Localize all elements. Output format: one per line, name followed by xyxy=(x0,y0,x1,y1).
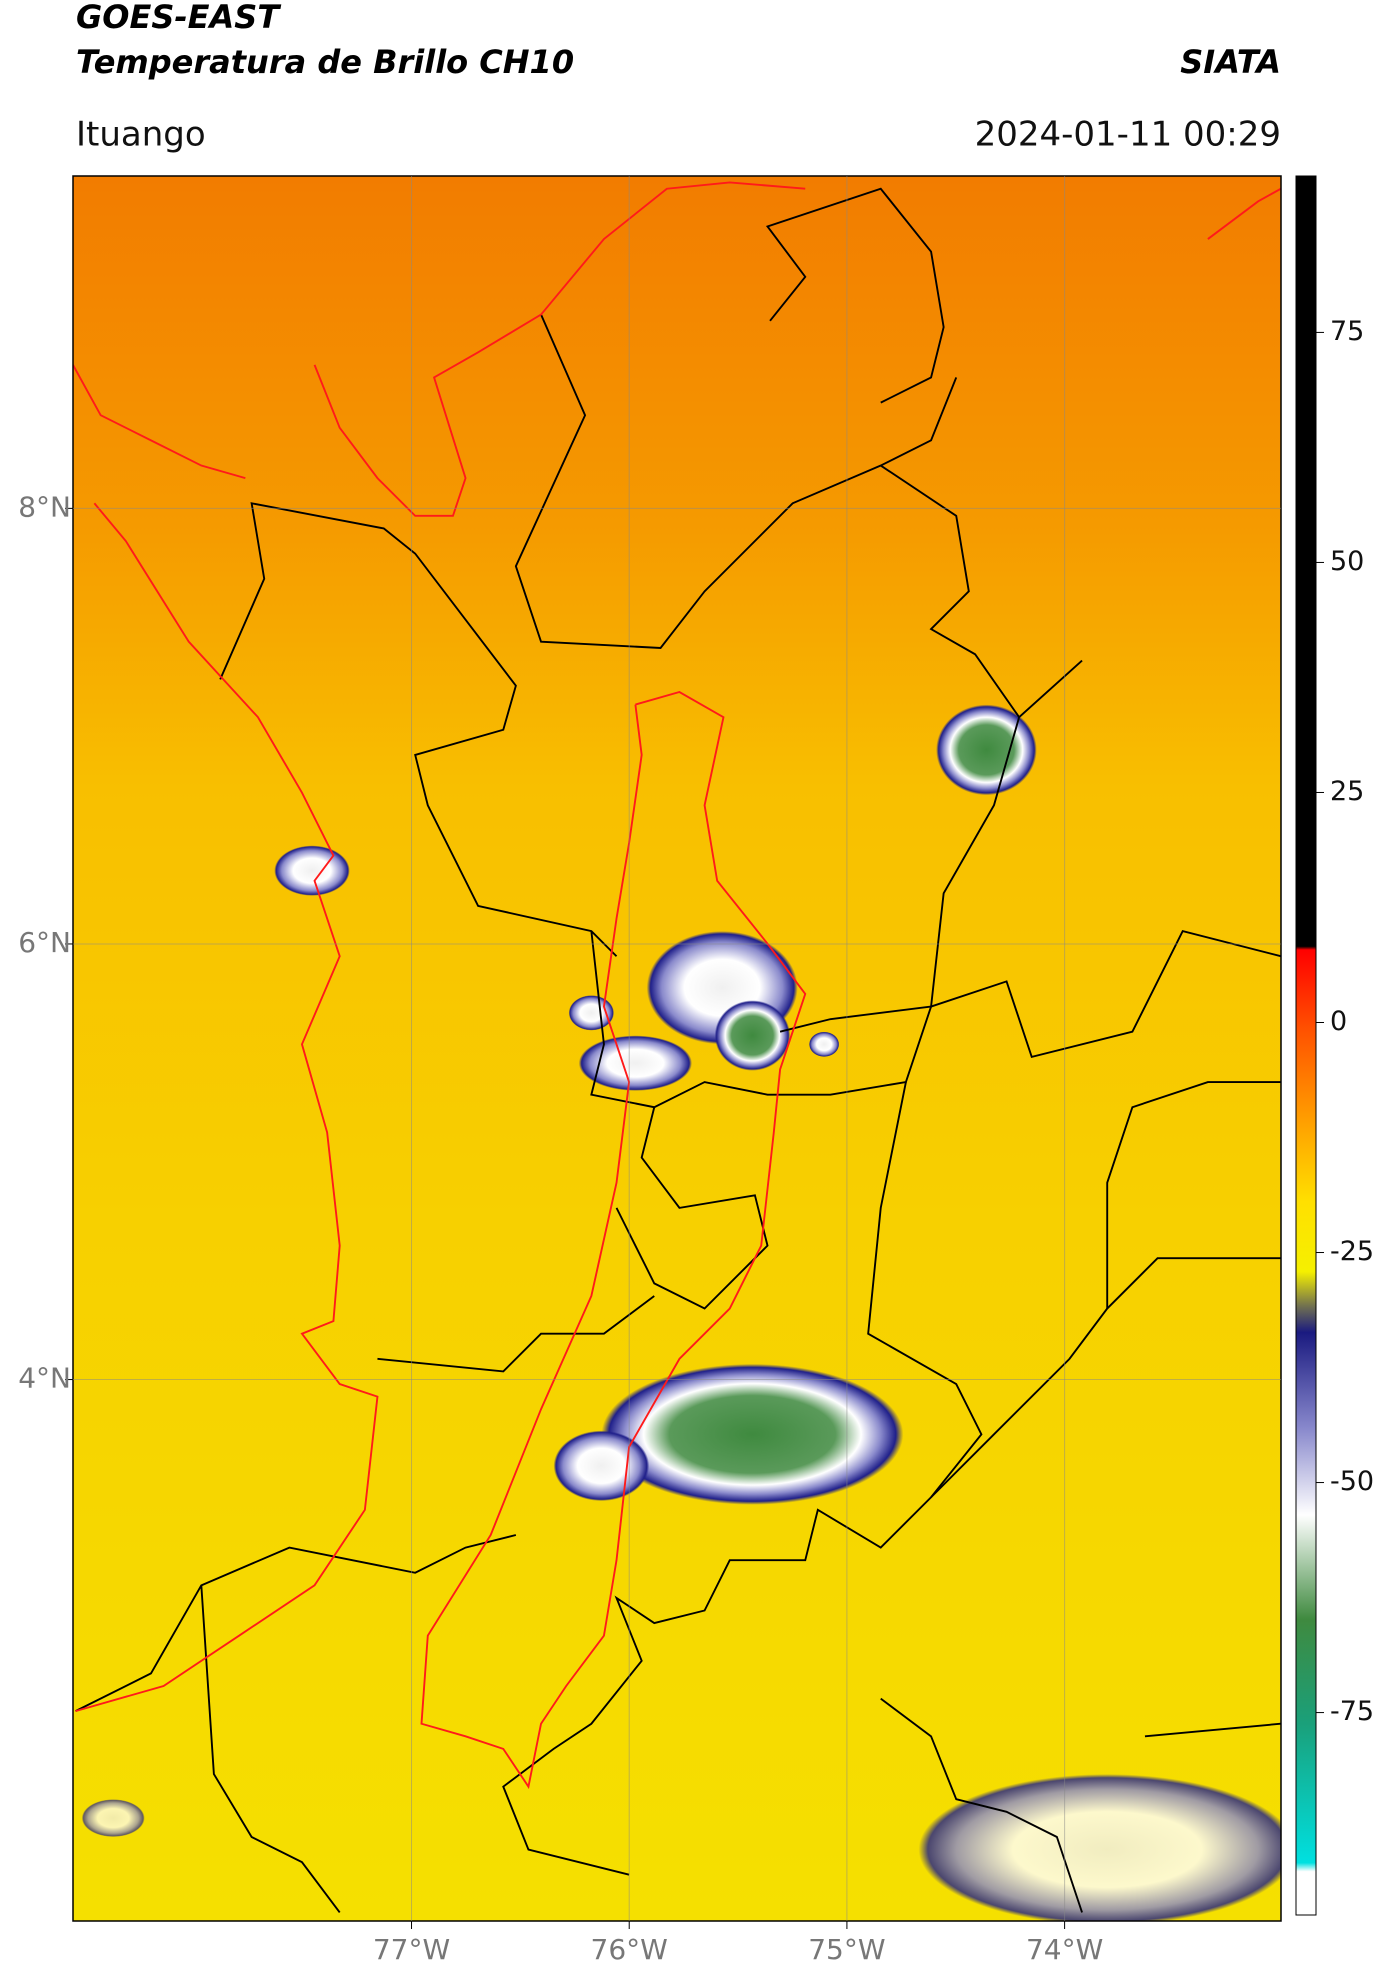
y-tick-label: 4°N xyxy=(18,1362,71,1395)
colorbar-tick-label: -50 xyxy=(1330,1466,1374,1497)
datetime: 2024-01-11 00:29 xyxy=(975,115,1281,155)
x-tick-label: 77°W xyxy=(373,1933,450,1966)
colorbar-tick-label: 25 xyxy=(1330,776,1364,807)
colorbar-tick-label: -25 xyxy=(1330,1236,1374,1267)
y-tick-label: 6°N xyxy=(18,926,71,959)
location: Ituango xyxy=(76,115,206,155)
colorbar-tick-label: -75 xyxy=(1330,1696,1374,1727)
colorbar-tick-label: 75 xyxy=(1330,316,1364,347)
x-tick-label: 74°W xyxy=(1026,1933,1103,1966)
y-tick-label: 8°N xyxy=(18,490,71,523)
x-tick-label: 76°W xyxy=(591,1933,668,1966)
colorbar xyxy=(1295,175,1317,1916)
colorbar-tick-label: 0 xyxy=(1330,1006,1347,1037)
map-image xyxy=(73,176,1281,1921)
map-frame xyxy=(72,175,1282,1922)
x-tick-label: 75°W xyxy=(808,1933,885,1966)
subtitle: Temperatura de Brillo CH10 xyxy=(76,43,574,81)
colorbar-tick-label: 50 xyxy=(1330,546,1364,577)
title: GOES-EAST xyxy=(76,0,281,36)
source: SIATA xyxy=(1180,43,1281,81)
